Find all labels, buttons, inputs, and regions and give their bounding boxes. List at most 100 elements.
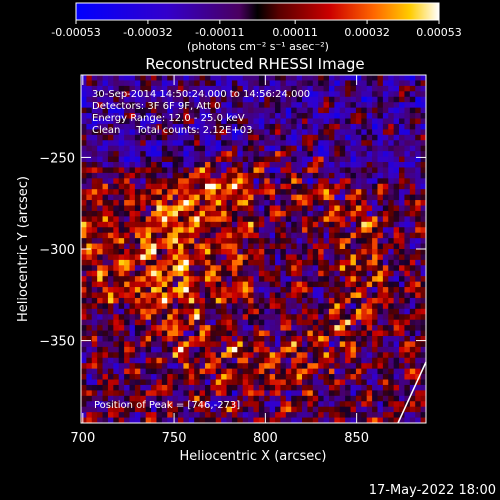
heatmap-cell bbox=[399, 292, 405, 299]
heatmap-cell bbox=[339, 102, 346, 109]
heatmap-cell bbox=[91, 249, 98, 255]
heatmap-cell bbox=[140, 292, 147, 299]
heatmap-cell bbox=[102, 390, 109, 397]
heatmap-cell bbox=[269, 134, 276, 141]
heatmap-cell bbox=[318, 297, 324, 304]
heatmap-cell bbox=[231, 330, 238, 337]
heatmap-cell bbox=[291, 374, 298, 380]
heatmap-cell bbox=[221, 281, 227, 288]
heatmap-cell bbox=[258, 238, 265, 244]
heatmap-cell bbox=[345, 352, 351, 359]
heatmap-cell bbox=[302, 341, 308, 348]
heatmap-cell bbox=[151, 91, 157, 98]
heatmap-cell bbox=[156, 210, 163, 217]
heatmap-cell bbox=[420, 401, 426, 408]
heatmap-cell bbox=[323, 221, 330, 228]
heatmap-cell bbox=[312, 346, 319, 353]
heatmap-cell bbox=[420, 395, 426, 402]
heatmap-cell bbox=[253, 162, 260, 168]
heatmap-cell bbox=[372, 352, 378, 359]
heatmap-cell bbox=[231, 287, 238, 293]
heatmap-cell bbox=[382, 374, 389, 380]
heatmap-cell bbox=[307, 308, 314, 315]
heatmap-cell bbox=[204, 134, 211, 141]
heatmap-cell bbox=[91, 401, 98, 408]
heatmap-cell bbox=[242, 319, 249, 326]
heatmap-cell bbox=[102, 113, 109, 119]
heatmap-cell bbox=[275, 352, 281, 359]
heatmap-cell bbox=[264, 308, 271, 315]
heatmap-cell bbox=[86, 145, 93, 152]
heatmap-cell bbox=[107, 189, 114, 196]
heatmap-cell bbox=[129, 401, 136, 408]
heatmap-cell bbox=[134, 395, 141, 402]
heatmap-cell bbox=[118, 102, 125, 109]
heatmap-cell bbox=[275, 102, 281, 109]
heatmap-cell bbox=[382, 96, 389, 103]
heatmap-cell bbox=[188, 178, 195, 185]
heatmap-cell bbox=[345, 363, 351, 370]
heatmap-cell bbox=[404, 395, 411, 402]
heatmap-cell bbox=[113, 341, 120, 348]
heatmap-cell bbox=[334, 357, 341, 364]
heatmap-cell bbox=[97, 80, 103, 87]
heatmap-cell bbox=[97, 102, 103, 109]
heatmap-cell bbox=[140, 259, 147, 266]
heatmap-cell bbox=[113, 118, 120, 125]
heatmap-cell bbox=[377, 156, 384, 163]
heatmap-cell bbox=[280, 227, 287, 234]
heatmap-cell bbox=[399, 259, 405, 266]
heatmap-cell bbox=[404, 140, 411, 147]
heatmap-cell bbox=[124, 325, 130, 331]
heatmap-cell bbox=[167, 238, 174, 244]
heatmap-cell bbox=[167, 379, 174, 386]
heatmap-cell bbox=[296, 183, 303, 190]
heatmap-cell bbox=[210, 259, 217, 266]
heatmap-cell bbox=[409, 249, 416, 255]
heatmap-cell bbox=[264, 140, 271, 147]
heatmap-cell bbox=[81, 232, 87, 239]
heatmap-cell bbox=[178, 178, 184, 185]
heatmap-cell bbox=[134, 80, 141, 87]
heatmap-cell bbox=[178, 200, 184, 206]
heatmap-cell bbox=[372, 221, 378, 228]
heatmap-cell bbox=[118, 129, 125, 136]
heatmap-cell bbox=[382, 276, 389, 283]
heatmap-cell bbox=[178, 183, 184, 190]
heatmap-cell bbox=[221, 183, 227, 190]
heatmap-cell bbox=[258, 134, 265, 141]
heatmap-cell bbox=[129, 238, 136, 244]
heatmap-cell bbox=[372, 134, 378, 141]
heatmap-cell bbox=[409, 189, 416, 196]
heatmap-cell bbox=[140, 200, 147, 206]
heatmap-cell bbox=[145, 287, 152, 293]
heatmap-cell bbox=[215, 113, 222, 119]
heatmap-cell bbox=[415, 406, 422, 413]
heatmap-cell bbox=[339, 276, 346, 283]
heatmap-cell bbox=[97, 216, 103, 223]
heatmap-cell bbox=[355, 91, 362, 98]
heatmap-cell bbox=[355, 107, 362, 114]
heatmap-cell bbox=[399, 156, 405, 163]
heatmap-cell bbox=[366, 395, 373, 402]
heatmap-cell bbox=[140, 303, 147, 310]
heatmap-cell bbox=[328, 172, 335, 179]
heatmap-cell bbox=[323, 276, 330, 283]
heatmap-cell bbox=[258, 210, 265, 217]
heatmap-cell bbox=[355, 374, 362, 380]
heatmap-cell bbox=[302, 259, 308, 266]
heatmap-cell bbox=[420, 118, 426, 125]
heatmap-cell bbox=[113, 254, 120, 261]
heatmap-cell bbox=[161, 145, 168, 152]
heatmap-cell bbox=[355, 151, 362, 157]
heatmap-cell bbox=[215, 374, 222, 380]
heatmap-cell bbox=[334, 297, 341, 304]
heatmap-cell bbox=[334, 210, 341, 217]
heatmap-cell bbox=[302, 281, 308, 288]
heatmap-cell bbox=[285, 341, 292, 348]
heatmap-cell bbox=[226, 276, 233, 283]
heatmap-cell bbox=[302, 75, 308, 81]
heatmap-cell bbox=[204, 287, 211, 293]
heatmap-cell bbox=[328, 314, 335, 321]
heatmap-cell bbox=[393, 374, 400, 380]
